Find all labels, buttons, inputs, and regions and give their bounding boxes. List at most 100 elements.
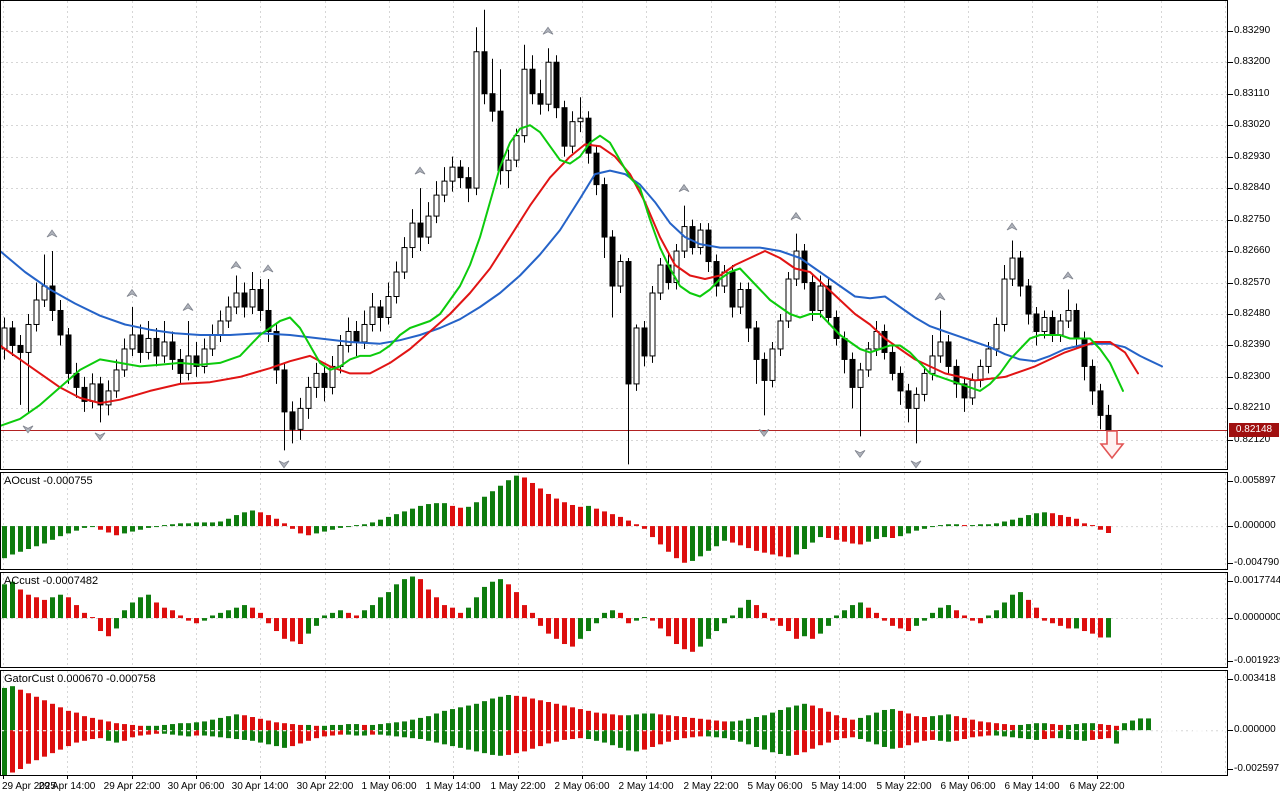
hist-bar bbox=[194, 618, 199, 624]
candle-body bbox=[297, 407, 304, 430]
aocust-histogram[interactable] bbox=[0, 472, 1228, 570]
candles bbox=[1, 9, 1112, 465]
candle-body bbox=[145, 337, 152, 353]
hist-bar bbox=[946, 714, 951, 731]
hist-bar bbox=[346, 526, 351, 528]
hist-bar bbox=[826, 730, 831, 743]
candle-body bbox=[497, 110, 504, 172]
hist-bar bbox=[674, 716, 679, 731]
candle-body bbox=[177, 358, 184, 374]
hist-bar bbox=[690, 526, 695, 561]
candle-body bbox=[1065, 309, 1072, 322]
hist-bar bbox=[530, 612, 535, 619]
hist-bar bbox=[578, 618, 583, 639]
hist-bar bbox=[1026, 730, 1031, 740]
hist-bar bbox=[1002, 521, 1007, 527]
hist-bar bbox=[658, 618, 663, 629]
alligator-teeth-line bbox=[0, 143, 1139, 405]
candlestick-chart[interactable] bbox=[0, 0, 1228, 470]
price-axis-label: 0.82480 bbox=[1234, 308, 1271, 319]
hist-bar bbox=[850, 526, 855, 544]
time-tick bbox=[711, 776, 712, 779]
hist-bar bbox=[226, 610, 231, 619]
hist-bar bbox=[1074, 730, 1079, 740]
hist-bar bbox=[858, 602, 863, 619]
price-scale-axis[interactable]: 0.83290 0.83200 0.83110 0.83020 0.82930 0.828… bbox=[1228, 0, 1280, 800]
scale-tick bbox=[1228, 220, 1233, 221]
indicator-panel-gatorcust[interactable]: GatorCust 0.000670 -0.000758 bbox=[0, 670, 1228, 776]
hist-bar bbox=[210, 615, 215, 619]
hist-bar bbox=[1058, 730, 1063, 739]
candle-body bbox=[113, 369, 120, 392]
gatorcust-histogram[interactable] bbox=[0, 670, 1228, 776]
scale-tick bbox=[1228, 679, 1233, 680]
hist-bar bbox=[562, 502, 567, 527]
hist-bar bbox=[986, 615, 991, 619]
accust-histogram[interactable] bbox=[0, 572, 1228, 668]
candle-body bbox=[241, 292, 248, 308]
hist-bar bbox=[730, 526, 735, 543]
scale-tick bbox=[1228, 481, 1233, 482]
hist-bar bbox=[706, 730, 711, 737]
hist-bar bbox=[522, 696, 527, 731]
hist-bar bbox=[466, 607, 471, 619]
hist-bar bbox=[506, 694, 511, 731]
hist-bar bbox=[954, 524, 959, 527]
hist-bar bbox=[1058, 724, 1063, 731]
hist-bar bbox=[610, 514, 615, 527]
hist-bar bbox=[370, 730, 375, 735]
hist-bar bbox=[282, 723, 287, 731]
candle-body bbox=[521, 68, 528, 137]
hist-bar bbox=[874, 730, 879, 745]
candle-body bbox=[409, 222, 416, 249]
hist-bar bbox=[50, 703, 55, 731]
hist-bar bbox=[442, 730, 447, 745]
scale-tick bbox=[1228, 62, 1233, 63]
candle-body bbox=[97, 383, 104, 406]
panel-border bbox=[0, 572, 1228, 668]
main-price-panel[interactable] bbox=[0, 0, 1228, 470]
hist-bar bbox=[970, 719, 975, 731]
hist-bar bbox=[322, 526, 327, 532]
hist-bar bbox=[474, 730, 479, 752]
fractal-down-icon bbox=[854, 449, 866, 459]
candle-body bbox=[817, 285, 824, 311]
hist-bar bbox=[34, 696, 39, 731]
candle-body bbox=[273, 330, 280, 371]
hist-bar bbox=[826, 711, 831, 731]
hist-bar bbox=[202, 730, 207, 736]
hist-bar bbox=[914, 526, 919, 531]
hist-bar bbox=[882, 709, 887, 731]
hist-bar bbox=[66, 526, 71, 534]
hist-bar bbox=[274, 722, 279, 731]
hist-bar bbox=[762, 526, 767, 553]
indicator-panel-accust[interactable]: ACcust -0.0007482 bbox=[0, 572, 1228, 668]
hist-bar bbox=[722, 730, 727, 739]
candle-body bbox=[289, 411, 296, 430]
price-axis-label: 0.82930 bbox=[1234, 151, 1271, 162]
scale-tick bbox=[1228, 440, 1233, 441]
hist-bar bbox=[746, 599, 751, 619]
candle-body bbox=[385, 296, 392, 318]
hist-bar bbox=[482, 730, 487, 754]
candle-body bbox=[577, 117, 584, 123]
candle-body bbox=[193, 355, 200, 367]
hist-bar bbox=[490, 581, 495, 619]
hist-bar bbox=[722, 618, 727, 624]
hist-bar bbox=[1018, 592, 1023, 619]
hist-bar bbox=[754, 605, 759, 619]
time-axis-label: 6 May 06:00 bbox=[940, 781, 996, 792]
hist-bar bbox=[10, 581, 15, 619]
hist-bar bbox=[498, 579, 503, 619]
time-tick bbox=[518, 776, 519, 779]
candle-body bbox=[481, 51, 488, 95]
indicator-panel-aocust[interactable]: AOcust -0.000755 bbox=[0, 472, 1228, 570]
hist-bar bbox=[1010, 730, 1015, 738]
hist-bar bbox=[930, 526, 935, 528]
hist-bar bbox=[330, 526, 335, 530]
hist-bar bbox=[1098, 724, 1103, 731]
hist-bar bbox=[434, 730, 439, 743]
hist-bar bbox=[1082, 730, 1087, 741]
hist-bar bbox=[626, 520, 631, 527]
time-axis[interactable]: 29 Apr 2025 29 Apr 14:00 29 Apr 22:00 30 Ap… bbox=[0, 776, 1228, 800]
